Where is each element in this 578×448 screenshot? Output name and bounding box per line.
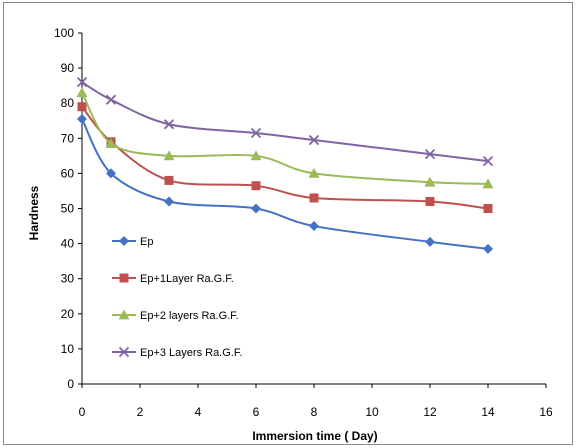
legend-item: Ep+2 layers Ra.G.F. <box>112 309 239 322</box>
y-tick-label: 40 <box>61 237 75 251</box>
data-point <box>424 176 436 187</box>
legend-item: Ep+3 Layers Ra.G.F. <box>112 346 242 359</box>
legend-marker <box>119 236 129 246</box>
legend-label: Ep <box>140 236 153 248</box>
legend-marker <box>118 309 130 320</box>
data-point <box>77 113 87 124</box>
series-line <box>81 81 489 163</box>
data-point <box>424 148 436 160</box>
y-axis-title: Hardness <box>27 185 41 240</box>
data-point <box>309 193 319 203</box>
data-point <box>309 221 319 232</box>
x-tick-label: 4 <box>195 405 202 419</box>
y-tick-label: 60 <box>61 166 75 180</box>
x-tick-label: 16 <box>539 405 553 419</box>
y-tick-label: 100 <box>54 26 74 40</box>
legend: Ep Ep+1Layer Ra.G.F. Ep+2 layers Ra.G.F. Ep… <box>112 236 242 359</box>
data-point <box>76 77 88 88</box>
data-point <box>250 150 262 161</box>
legend-item: Ep <box>112 236 153 248</box>
data-point <box>163 150 175 161</box>
tick-labels: 0 10 20 30 40 50 60 70 80 90 100 0 2 4 6 8 10 12 14 16 <box>54 26 553 419</box>
axes <box>78 32 547 388</box>
data-point <box>164 196 174 207</box>
y-tick-label: 70 <box>61 131 75 145</box>
legend-label: Ep+3 Layers Ra.G.F. <box>140 347 242 359</box>
data-point <box>250 127 262 139</box>
legend-marker <box>118 346 130 358</box>
y-tick-label: 90 <box>61 61 75 75</box>
legend-marker <box>119 273 129 283</box>
data-point <box>251 181 261 191</box>
data-point <box>77 102 87 112</box>
y-tick-label: 10 <box>61 342 75 356</box>
y-tick-label: 0 <box>67 377 74 391</box>
y-tick-label: 50 <box>61 202 75 216</box>
legend-label: Ep+2 layers Ra.G.F. <box>140 310 239 322</box>
data-point <box>163 119 175 130</box>
data-point <box>483 243 493 254</box>
data-point <box>164 175 174 185</box>
legend-item: Ep+1Layer Ra.G.F. <box>112 273 234 285</box>
x-tick-label: 12 <box>423 405 437 419</box>
x-tick-label: 6 <box>253 405 260 419</box>
y-tick-label: 80 <box>61 96 75 110</box>
data-point <box>308 167 320 178</box>
x-tick-label: 10 <box>365 405 379 419</box>
series-2 <box>77 102 493 213</box>
series-1 <box>77 113 493 254</box>
x-tick-label: 2 <box>137 405 144 419</box>
x-tick-label: 0 <box>79 405 86 419</box>
y-tick-label: 30 <box>61 272 75 286</box>
data-point <box>308 134 320 146</box>
x-tick-label: 8 <box>311 405 318 419</box>
data-point <box>106 168 116 179</box>
series-line <box>81 92 489 185</box>
series-3 <box>76 87 494 189</box>
legend-label: Ep+1Layer Ra.G.F. <box>140 273 234 285</box>
data-point <box>425 196 435 206</box>
data-point <box>482 178 494 189</box>
data-point <box>251 203 261 214</box>
series-4 <box>76 77 494 167</box>
data-point <box>105 138 117 148</box>
data-point <box>105 94 117 105</box>
data-point <box>76 87 88 98</box>
series-group <box>76 77 494 254</box>
x-tick-label: 14 <box>481 405 495 419</box>
data-point <box>482 155 494 167</box>
chart-frame: 0 10 20 30 40 50 60 70 80 90 100 0 2 4 6 8 10 12 14 16 Ep Ep… <box>3 2 573 445</box>
y-tick-label: 20 <box>61 307 75 321</box>
data-point <box>483 204 493 213</box>
x-axis-title: Immersion time ( Day) <box>252 429 377 443</box>
data-point <box>425 236 435 247</box>
